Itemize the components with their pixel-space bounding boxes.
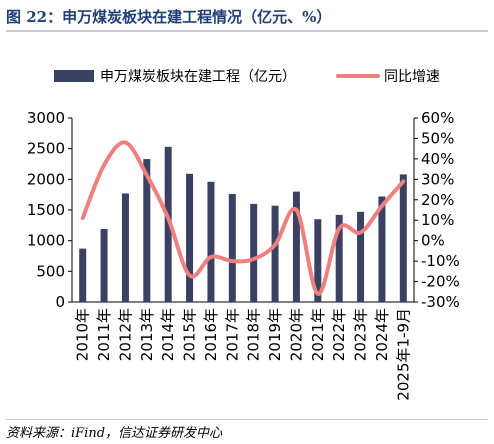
left-tick-label: 2500 xyxy=(27,140,65,158)
chart-legend: 申万煤炭板块在建工程（亿元） 同比增速 xyxy=(54,69,440,85)
right-tick-label: -10% xyxy=(421,252,460,270)
x-tick-label: 2015年 xyxy=(181,308,199,361)
bar-2024年 xyxy=(378,196,386,302)
x-tick-label: 2022年 xyxy=(330,308,348,361)
right-tick-label: 20% xyxy=(421,191,454,209)
bar-2025年1-9月 xyxy=(399,174,407,302)
bar-2016年 xyxy=(207,181,215,302)
figure-title: 图 22：申万煤炭板块在建工程情况（亿元、%） xyxy=(6,8,332,26)
bar-2014年 xyxy=(164,146,172,302)
right-tick-label: 40% xyxy=(421,150,454,168)
title-divider xyxy=(6,30,488,32)
left-tick-label: 3000 xyxy=(27,109,65,127)
figure-title-bar: 图 22：申万煤炭板块在建工程情况（亿元、%） xyxy=(6,6,488,30)
bar-2012年 xyxy=(121,193,129,302)
left-tick-label: 500 xyxy=(36,262,65,280)
plot-area: 0 500 1000 1500 2000 2500 3000 -30% -20% -10% 0% 10… xyxy=(27,109,460,401)
x-tick-label: 2021年 xyxy=(309,308,327,361)
bar-2017年 xyxy=(228,194,236,302)
left-tick-label: 1500 xyxy=(27,201,65,219)
source-note: 资料来源：iFind，信达证券研发中心 xyxy=(6,426,223,441)
legend-label-bar: 申万煤炭板块在建工程（亿元） xyxy=(100,69,296,85)
x-tick-label: 2011年 xyxy=(95,308,113,361)
x-tick-label: 2014年 xyxy=(159,308,177,361)
bar-2010年 xyxy=(79,248,87,302)
x-tick-label: 2016年 xyxy=(202,308,220,361)
x-tick-label: 2010年 xyxy=(74,308,92,361)
legend-label-line: 同比增速 xyxy=(384,69,440,85)
left-tick-label: 2000 xyxy=(27,170,65,188)
combo-chart: 申万煤炭板块在建工程（亿元） 同比增速 0 500 1000 1500 2000 2500 3… xyxy=(27,69,460,401)
legend-swatch-bar xyxy=(54,70,94,82)
right-tick-label: 0% xyxy=(421,232,445,250)
bar-2023年 xyxy=(357,211,365,302)
bar-2013年 xyxy=(143,159,151,302)
line-series-growth xyxy=(80,140,406,296)
left-tick-label: 0 xyxy=(55,293,65,311)
right-tick-label: -30% xyxy=(421,293,460,311)
x-tick-label: 2020年 xyxy=(287,308,305,361)
x-tick-label: 2012年 xyxy=(116,308,134,361)
x-tick-label: 2025年1-9月 xyxy=(394,308,412,401)
x-tick-label: 2024年 xyxy=(373,308,391,361)
bar-2020年 xyxy=(292,191,300,302)
bar-2018年 xyxy=(250,203,258,302)
bar-2022年 xyxy=(335,214,343,302)
right-tick-label: 10% xyxy=(421,211,454,229)
right-tick-label: 50% xyxy=(421,129,454,147)
left-tick-label: 1000 xyxy=(27,232,65,250)
bar-2021年 xyxy=(314,219,322,302)
right-tick-label: 30% xyxy=(421,170,454,188)
source-divider xyxy=(6,419,488,420)
bar-2011年 xyxy=(100,229,108,302)
x-tick-label: 2019年 xyxy=(266,308,284,361)
x-tick-label: 2018年 xyxy=(245,308,263,361)
right-tick-label: 60% xyxy=(421,109,454,127)
bar-2019年 xyxy=(271,205,279,302)
right-tick-label: -20% xyxy=(421,273,460,291)
bar-2015年 xyxy=(186,173,194,302)
x-tick-label: 2017年 xyxy=(223,308,241,361)
x-tick-label: 2023年 xyxy=(352,308,370,361)
x-tick-label: 2013年 xyxy=(138,308,156,361)
